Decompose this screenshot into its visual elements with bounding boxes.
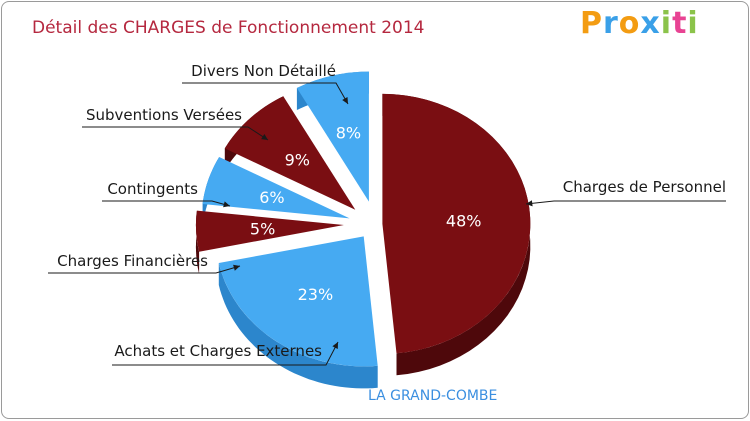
category-label-5: Divers Non Détaillé — [191, 62, 336, 80]
proxiti-logo: Proxiti — [580, 6, 699, 41]
pct-label-0: 48% — [446, 212, 482, 231]
leader-line-2 — [48, 265, 241, 274]
pct-label-2: 5% — [250, 219, 275, 238]
pct-label-3: 6% — [259, 188, 284, 207]
category-label-3: Contingents — [107, 180, 198, 198]
category-label-4: Subventions Versées — [86, 106, 242, 124]
leader-arrow-2 — [233, 264, 240, 271]
slice-side-1 — [218, 263, 378, 389]
leader-line-0 — [525, 200, 726, 205]
slice-charges-de-personnel — [382, 93, 531, 354]
slice-achats-et-charges-externes — [218, 236, 378, 367]
leader-line-4 — [82, 126, 269, 141]
leader-line-5 — [182, 82, 349, 105]
leader-arrow-0 — [526, 200, 533, 207]
leader-arrow-5 — [342, 97, 348, 104]
pct-label-4: 9% — [285, 151, 310, 170]
pct-label-5: 8% — [336, 123, 361, 142]
category-label-1: Achats et Charges Externes — [114, 342, 322, 360]
chart-title: Détail des CHARGES de Fonctionnement 201… — [32, 18, 425, 38]
category-label-2: Charges Financières — [57, 252, 208, 270]
leader-arrow-3 — [223, 201, 230, 208]
leader-arrow-1 — [332, 342, 338, 349]
slice-contingents — [202, 157, 350, 219]
category-label-0: Charges de Personnel — [563, 178, 726, 196]
leader-arrow-4 — [261, 134, 268, 140]
slice-subventions-vers-es — [224, 96, 356, 210]
slice-divers-non-d-taill- — [296, 71, 369, 202]
pct-label-1: 23% — [298, 285, 334, 304]
leader-line-1 — [112, 341, 339, 366]
slice-charges-financi-res — [195, 210, 344, 252]
commune-name: LA GRAND-COMBE — [368, 388, 498, 404]
